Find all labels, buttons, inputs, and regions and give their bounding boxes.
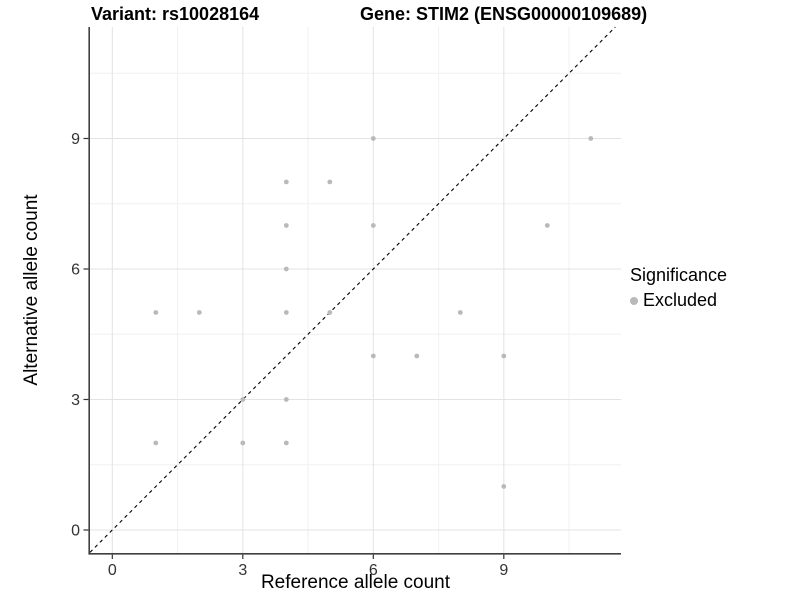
data-point — [283, 179, 289, 185]
data-point — [457, 310, 463, 315]
x-tick-label: 9 — [499, 562, 508, 579]
data-point — [240, 440, 246, 446]
y-tick-label: 0 — [71, 522, 80, 539]
data-point — [327, 310, 333, 315]
data-point — [283, 310, 289, 315]
y-tick-label: 3 — [71, 392, 80, 409]
data-point — [544, 223, 550, 228]
data-point — [240, 397, 246, 402]
data-point — [283, 223, 289, 228]
x-axis-title: Reference allele count — [260, 572, 451, 593]
data-point — [283, 397, 289, 402]
data-point — [327, 179, 333, 185]
data-point — [283, 440, 289, 446]
x-tick-label: 6 — [369, 562, 378, 579]
y-tick-label: 9 — [71, 131, 80, 148]
y-tick-label: 6 — [71, 261, 80, 278]
legend: Significance Excluded — [630, 265, 727, 311]
data-point — [370, 223, 376, 228]
x-tick-label: 3 — [238, 562, 247, 579]
data-point — [283, 266, 289, 272]
excluded-point-icon — [630, 296, 638, 305]
identity-line — [89, 26, 616, 553]
gene-title: Gene: STIM2 (ENSG00000109689) — [360, 4, 648, 24]
x-tick-label: 0 — [108, 562, 117, 579]
variant-title: Variant: rs10028164 — [91, 4, 260, 24]
data-point — [414, 353, 420, 359]
data-point — [501, 484, 507, 489]
data-point — [370, 136, 376, 141]
data-point — [501, 353, 507, 359]
y-axis-title: Alternative allele count — [21, 194, 42, 386]
legend-item-excluded: Excluded — [630, 290, 727, 311]
data-point — [196, 310, 202, 315]
legend-title: Significance — [630, 265, 728, 285]
data-point — [370, 353, 376, 359]
data-point — [153, 310, 159, 315]
data-point — [153, 440, 159, 446]
legend-item-label: Excluded — [643, 290, 718, 310]
data-point — [588, 136, 594, 141]
